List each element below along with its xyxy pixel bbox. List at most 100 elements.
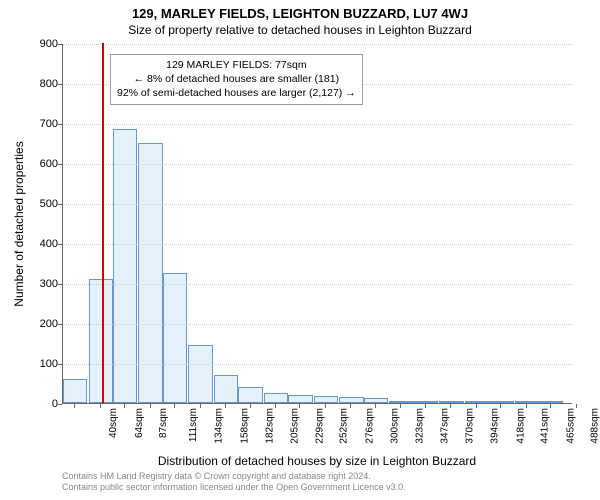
y-tick-label: 600 bbox=[18, 158, 58, 170]
x-tick-label: 394sqm bbox=[490, 408, 501, 444]
x-tick-label: 40sqm bbox=[108, 408, 119, 438]
x-tick-label: 347sqm bbox=[440, 408, 451, 444]
x-tick-label: 441sqm bbox=[540, 408, 551, 444]
histogram-bar bbox=[188, 345, 212, 403]
x-tick-mark bbox=[526, 404, 527, 408]
y-tick-label: 800 bbox=[18, 78, 58, 90]
x-tick-mark bbox=[400, 404, 401, 408]
histogram-bar bbox=[214, 375, 238, 403]
y-tick-label: 500 bbox=[18, 198, 58, 210]
y-tick-mark bbox=[58, 284, 62, 285]
x-tick-label: 205sqm bbox=[289, 408, 300, 444]
histogram-bar bbox=[439, 401, 463, 403]
x-tick-mark bbox=[124, 404, 125, 408]
y-tick-mark bbox=[58, 124, 62, 125]
y-tick-label: 900 bbox=[18, 38, 58, 50]
x-tick-mark bbox=[350, 404, 351, 408]
x-tick-mark bbox=[250, 404, 251, 408]
y-tick-mark bbox=[58, 204, 62, 205]
x-tick-mark bbox=[174, 404, 175, 408]
histogram-bar bbox=[314, 396, 338, 403]
histogram-bar bbox=[539, 401, 563, 403]
y-tick-mark bbox=[58, 44, 62, 45]
x-tick-label: 158sqm bbox=[239, 408, 250, 444]
gridline bbox=[63, 204, 573, 205]
x-tick-mark bbox=[74, 404, 75, 408]
x-tick-mark bbox=[299, 404, 300, 408]
x-tick-label: 323sqm bbox=[414, 408, 425, 444]
y-tick-mark bbox=[58, 364, 62, 365]
x-tick-label: 64sqm bbox=[134, 408, 145, 438]
x-tick-mark bbox=[100, 404, 101, 408]
x-tick-mark bbox=[550, 404, 551, 408]
gridline bbox=[63, 284, 573, 285]
y-tick-mark bbox=[58, 84, 62, 85]
y-tick-label: 200 bbox=[18, 318, 58, 330]
gridline bbox=[63, 244, 573, 245]
x-axis-label: Distribution of detached houses by size … bbox=[62, 454, 572, 468]
histogram-bar bbox=[264, 393, 288, 403]
x-tick-label: 370sqm bbox=[464, 408, 475, 444]
gridline bbox=[63, 164, 573, 165]
y-tick-label: 300 bbox=[18, 278, 58, 290]
y-tick-label: 400 bbox=[18, 238, 58, 250]
histogram-bar bbox=[288, 395, 312, 403]
x-tick-mark bbox=[476, 404, 477, 408]
x-tick-mark bbox=[275, 404, 276, 408]
x-tick-mark bbox=[450, 404, 451, 408]
gridline bbox=[63, 324, 573, 325]
histogram-bar bbox=[465, 401, 489, 403]
x-tick-label: 229sqm bbox=[315, 408, 326, 444]
x-tick-mark bbox=[325, 404, 326, 408]
info-line-3: 92% of semi-detached houses are larger (… bbox=[117, 86, 356, 100]
y-tick-mark bbox=[58, 244, 62, 245]
gridline bbox=[63, 44, 573, 45]
histogram-bar bbox=[489, 401, 513, 403]
histogram-bar bbox=[364, 398, 388, 403]
footer-line-1: Contains HM Land Registry data © Crown c… bbox=[62, 471, 406, 483]
x-tick-mark bbox=[150, 404, 151, 408]
chart-area: Number of detached properties 0100200300… bbox=[62, 44, 572, 404]
y-tick-mark bbox=[58, 404, 62, 405]
info-line-1: 129 MARLEY FIELDS: 77sqm bbox=[117, 58, 356, 72]
gridline bbox=[63, 124, 573, 125]
x-tick-mark bbox=[500, 404, 501, 408]
y-tick-label: 0 bbox=[18, 398, 58, 410]
info-line-2: ← 8% of detached houses are smaller (181… bbox=[117, 72, 356, 86]
y-tick-mark bbox=[58, 324, 62, 325]
histogram-bar bbox=[515, 401, 539, 403]
histogram-bar bbox=[163, 273, 187, 403]
x-tick-label: 418sqm bbox=[515, 408, 526, 444]
footer-line-2: Contains public sector information licen… bbox=[62, 482, 406, 494]
x-tick-mark bbox=[225, 404, 226, 408]
x-tick-label: 134sqm bbox=[214, 408, 225, 444]
y-tick-label: 100 bbox=[18, 358, 58, 370]
histogram-bar bbox=[238, 387, 262, 403]
footer-attribution: Contains HM Land Registry data © Crown c… bbox=[62, 471, 406, 494]
x-tick-label: 276sqm bbox=[365, 408, 376, 444]
x-tick-label: 465sqm bbox=[565, 408, 576, 444]
x-tick-mark bbox=[200, 404, 201, 408]
histogram-bar bbox=[414, 401, 438, 403]
histogram-bar bbox=[389, 401, 413, 403]
y-tick-mark bbox=[58, 164, 62, 165]
x-tick-label: 488sqm bbox=[590, 408, 600, 444]
x-tick-label: 111sqm bbox=[188, 408, 199, 442]
x-tick-mark bbox=[576, 404, 577, 408]
x-tick-mark bbox=[375, 404, 376, 408]
x-tick-label: 87sqm bbox=[158, 408, 169, 438]
reference-line-marker bbox=[102, 43, 104, 403]
x-tick-label: 300sqm bbox=[390, 408, 401, 444]
histogram-bar bbox=[113, 129, 137, 403]
y-tick-label: 700 bbox=[18, 118, 58, 130]
info-annotation-box: 129 MARLEY FIELDS: 77sqm ← 8% of detache… bbox=[110, 54, 363, 105]
x-tick-mark bbox=[425, 404, 426, 408]
histogram-bar bbox=[339, 397, 363, 403]
page-title: 129, MARLEY FIELDS, LEIGHTON BUZZARD, LU… bbox=[0, 0, 600, 21]
histogram-bar bbox=[63, 379, 87, 403]
gridline bbox=[63, 364, 573, 365]
page-subtitle: Size of property relative to detached ho… bbox=[0, 23, 600, 37]
histogram-bar bbox=[89, 279, 113, 403]
x-tick-label: 252sqm bbox=[339, 408, 350, 444]
x-tick-label: 182sqm bbox=[265, 408, 276, 444]
